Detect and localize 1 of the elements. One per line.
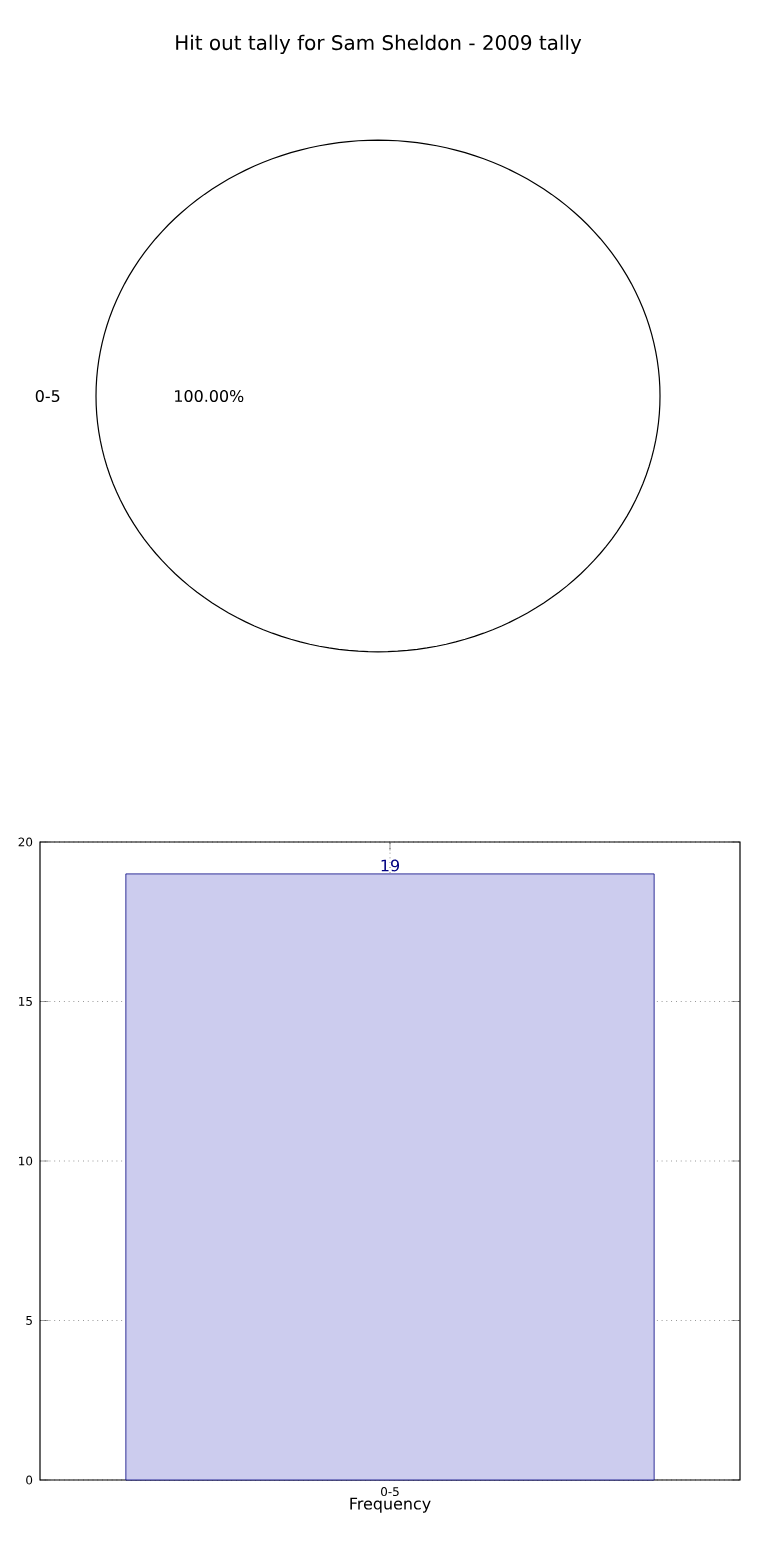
chart-title: Hit out tally for Sam Sheldon - 2009 tally <box>176 34 582 54</box>
